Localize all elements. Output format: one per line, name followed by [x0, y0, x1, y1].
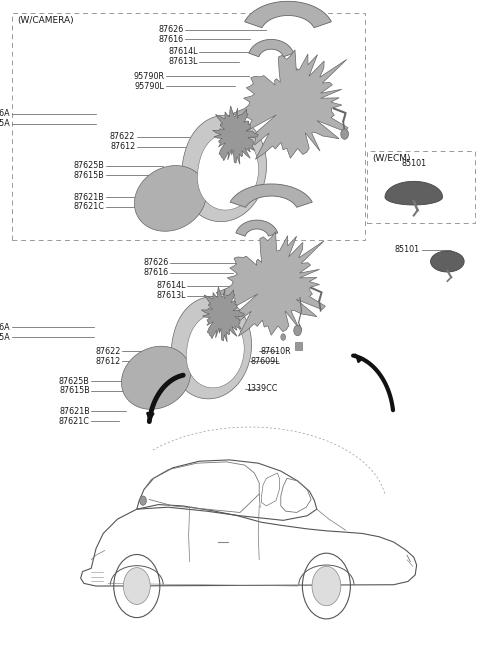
Circle shape [285, 67, 300, 88]
Text: 87615B: 87615B [59, 386, 90, 396]
Text: 87621B: 87621B [73, 193, 104, 202]
Circle shape [281, 334, 286, 340]
Polygon shape [181, 115, 266, 221]
Circle shape [140, 496, 146, 505]
Text: 87626: 87626 [158, 25, 183, 34]
Text: 87605A: 87605A [0, 332, 11, 342]
Polygon shape [231, 50, 348, 159]
Polygon shape [431, 251, 464, 272]
Bar [367, 151, 475, 223]
Text: 87613L: 87613L [168, 57, 198, 66]
Text: 87614L: 87614L [156, 281, 186, 290]
Text: 87609L: 87609L [251, 357, 280, 366]
Text: 85101: 85101 [401, 158, 426, 168]
Text: (W/ECM): (W/ECM) [372, 154, 410, 164]
Text: 87606A: 87606A [0, 109, 11, 118]
Text: 87621C: 87621C [59, 417, 90, 426]
Polygon shape [186, 314, 244, 388]
Circle shape [294, 325, 301, 336]
Text: 85101: 85101 [395, 245, 420, 254]
Text: 95790R: 95790R [133, 72, 164, 81]
Polygon shape [171, 297, 252, 399]
Polygon shape [134, 166, 206, 231]
Polygon shape [201, 287, 245, 342]
Text: 87612: 87612 [96, 357, 121, 366]
Text: 1339CC: 1339CC [246, 384, 277, 394]
Text: 87626: 87626 [144, 258, 169, 267]
Polygon shape [385, 181, 443, 205]
Text: 87622: 87622 [110, 132, 135, 141]
Text: 87616: 87616 [158, 35, 183, 44]
Text: 87612: 87612 [110, 142, 135, 151]
Polygon shape [121, 346, 191, 409]
Text: 87616: 87616 [144, 268, 169, 277]
Text: 95790L: 95790L [134, 81, 164, 91]
Bar [12, 13, 365, 240]
Text: 87625B: 87625B [73, 161, 104, 170]
Circle shape [341, 129, 348, 139]
Text: 87622: 87622 [96, 347, 121, 356]
Polygon shape [197, 133, 258, 210]
Circle shape [312, 566, 341, 606]
Polygon shape [245, 1, 331, 28]
Polygon shape [236, 220, 278, 236]
Polygon shape [249, 39, 293, 57]
Text: 87610R: 87610R [260, 347, 291, 356]
Circle shape [123, 568, 150, 604]
Text: 87613L: 87613L [156, 291, 186, 300]
Text: 87615B: 87615B [73, 171, 104, 180]
Text: 87614L: 87614L [168, 47, 198, 57]
Text: 87621B: 87621B [59, 407, 90, 416]
Text: 87605A: 87605A [0, 119, 11, 128]
Polygon shape [213, 106, 258, 164]
Text: 87625B: 87625B [59, 376, 90, 386]
Text: (W/CAMERA): (W/CAMERA) [17, 16, 73, 26]
Polygon shape [295, 342, 302, 350]
Text: 87606A: 87606A [0, 323, 11, 332]
Text: 87621C: 87621C [73, 202, 104, 212]
Polygon shape [230, 184, 312, 208]
Polygon shape [216, 232, 325, 336]
